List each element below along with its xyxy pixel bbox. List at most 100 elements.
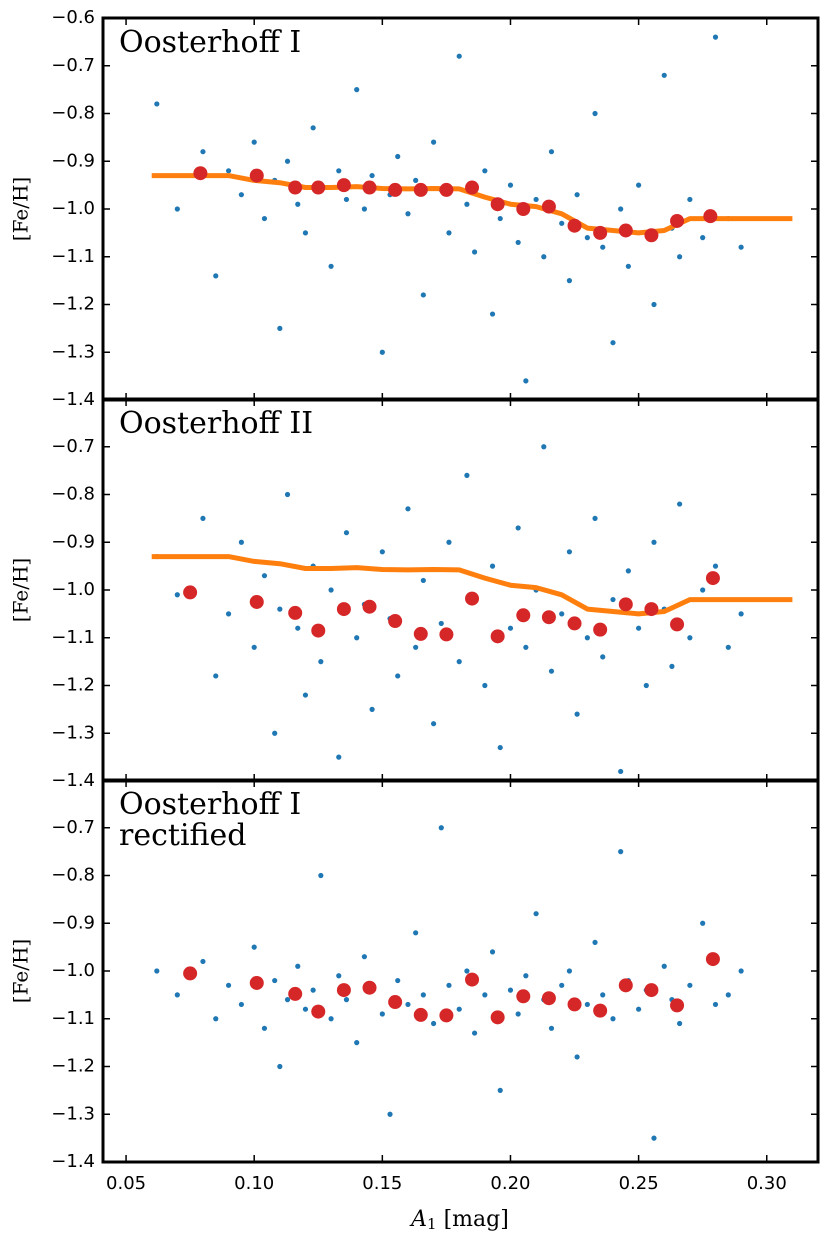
y-tick-label: −0.6 [51,7,95,28]
star-point [584,235,590,241]
star-point [328,587,334,593]
star-point [200,149,206,155]
star-point [677,254,683,260]
star-point [661,72,667,78]
star-point [361,206,367,212]
star-point [430,1020,437,1027]
star-point [618,206,624,212]
binned-median [388,182,403,197]
binned-median [618,597,633,612]
star-point [584,635,590,641]
binned-median [644,983,659,998]
star-point [430,721,437,727]
binned-median [516,202,531,216]
x-label-unit: [mag] [437,1207,509,1232]
binned-median [465,591,480,606]
star-point [738,611,744,617]
star-point [507,987,514,993]
binned-median [249,594,264,609]
star-point [310,125,316,131]
star-point [618,768,624,775]
y-tick-label: −1.3 [51,1103,95,1124]
y-tick-label: −1.1 [51,1008,95,1029]
y-tick-label: −1.1 [51,627,95,648]
star-point [420,577,426,584]
star-point [700,235,706,241]
binned-median [516,608,531,623]
star-point [559,982,565,988]
star-point [687,635,693,641]
binned-median [183,585,198,600]
y-tick-label: −0.9 [51,912,95,933]
binned-median [439,1008,454,1023]
y-tick-label: −1.3 [51,722,95,743]
star-point [284,158,291,164]
star-point [515,525,521,531]
binned-median [490,197,505,212]
binned-median [541,199,556,214]
binned-median [183,966,198,981]
star-point [379,1011,385,1017]
star-point [651,539,657,545]
star-point [464,968,470,974]
y-axis-label: [Fe/H] [9,939,33,1003]
y-tick-label: −1.0 [51,960,95,981]
binned-median [311,1004,326,1019]
star-point [523,644,529,650]
binned-median [311,180,326,195]
y-axis-label: [Fe/H] [9,177,33,241]
binned-median [336,983,351,998]
y-tick-label: −0.9 [51,150,95,171]
star-point [548,1025,555,1031]
star-point [328,263,334,269]
star-point [336,754,342,760]
x-tick-label: 0.30 [747,1173,787,1194]
star-point [251,139,257,145]
star-point [379,549,385,555]
star-point [636,625,642,631]
binned-median [388,614,403,629]
star-point [482,682,488,689]
binned-median [593,225,608,240]
star-point [284,997,291,1003]
star-point [712,34,719,40]
star-point [420,292,426,298]
star-point [154,101,160,107]
star-point [225,611,232,617]
star-point [489,563,496,569]
star-point [738,244,744,250]
star-point [456,53,462,59]
binned-median [362,980,377,995]
star-point [379,349,385,355]
star-point [592,515,598,521]
binned-median [465,972,480,987]
star-point [354,87,360,93]
trend-line [151,554,793,617]
star-point [295,201,301,207]
star-point [574,1054,580,1060]
star-point [154,968,160,974]
star-point [238,192,244,198]
star-point [343,530,350,536]
star-point [725,992,731,998]
star-point [272,730,278,736]
binned-median [593,622,608,637]
star-point [261,573,268,579]
star-point [328,1016,334,1022]
binned-median [618,223,633,238]
star-point [213,273,219,279]
star-point [238,539,244,545]
star-point [405,211,411,217]
star-point [251,944,257,950]
star-point [395,673,401,679]
y-tick-label: −0.7 [51,436,95,457]
binned-median [670,617,685,632]
star-point [277,1063,283,1070]
star-point [174,206,180,212]
star-point [471,1030,478,1036]
binned-median [705,952,720,967]
star-point [482,168,488,174]
panel-title: Oosterhoff II [119,406,313,441]
star-point [318,872,324,879]
binned-median [516,989,531,1004]
